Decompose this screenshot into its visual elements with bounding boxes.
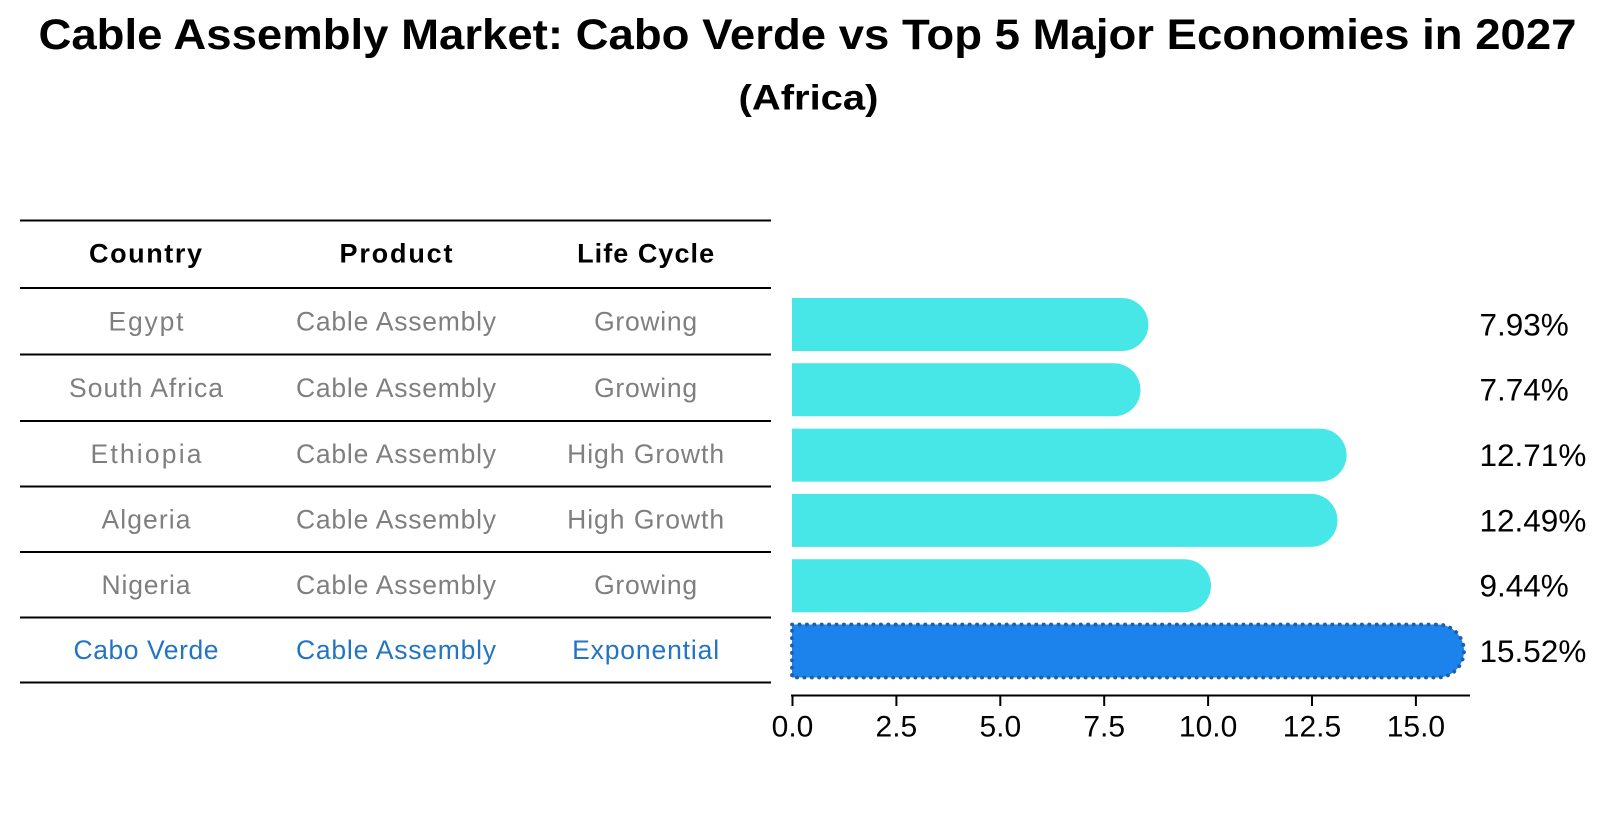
svg-text:0.0: 0.0 [772,711,814,744]
svg-text:Egypt: Egypt [109,306,185,336]
svg-text:7.93%: 7.93% [1480,306,1569,342]
svg-text:Cabo Verde: Cabo Verde [74,635,219,665]
svg-text:7.5: 7.5 [1083,711,1125,744]
svg-text:12.49%: 12.49% [1480,502,1587,538]
svg-text:Cable Assembly: Cable Assembly [296,439,497,469]
svg-text:Growing: Growing [594,373,697,403]
svg-text:9.44%: 9.44% [1480,568,1569,604]
svg-text:Life Cycle: Life Cycle [577,239,714,269]
svg-text:High Growth: High Growth [567,504,724,534]
svg-text:Cable Assembly: Cable Assembly [296,373,497,403]
svg-text:Nigeria: Nigeria [102,570,191,600]
svg-text:12.71%: 12.71% [1480,437,1587,473]
svg-text:10.0: 10.0 [1179,711,1237,744]
svg-text:12.5: 12.5 [1283,711,1341,744]
svg-text:Product: Product [340,239,453,269]
svg-text:Algeria: Algeria [102,504,191,534]
svg-text:Country: Country [89,239,202,269]
svg-text:15.52%: 15.52% [1480,633,1587,669]
svg-text:Cable Assembly: Cable Assembly [296,504,497,534]
svg-text:Cable Assembly: Cable Assembly [296,570,497,600]
svg-text:Exponential: Exponential [572,635,719,665]
svg-text:7.74%: 7.74% [1480,372,1569,408]
svg-text:High Growth: High Growth [567,439,724,469]
svg-text:Cable Assembly Market: Cabo Ve: Cable Assembly Market: Cabo Verde vs Top… [39,11,1577,59]
svg-text:Cable Assembly: Cable Assembly [296,635,497,665]
svg-text:Growing: Growing [594,570,697,600]
svg-text:South Africa: South Africa [69,373,223,403]
svg-text:Growing: Growing [594,306,697,336]
svg-text:5.0: 5.0 [979,711,1021,744]
svg-text:(Africa): (Africa) [739,78,879,117]
svg-text:15.0: 15.0 [1387,711,1445,744]
svg-text:2.5: 2.5 [876,711,918,744]
svg-text:Cable Assembly: Cable Assembly [296,306,497,336]
